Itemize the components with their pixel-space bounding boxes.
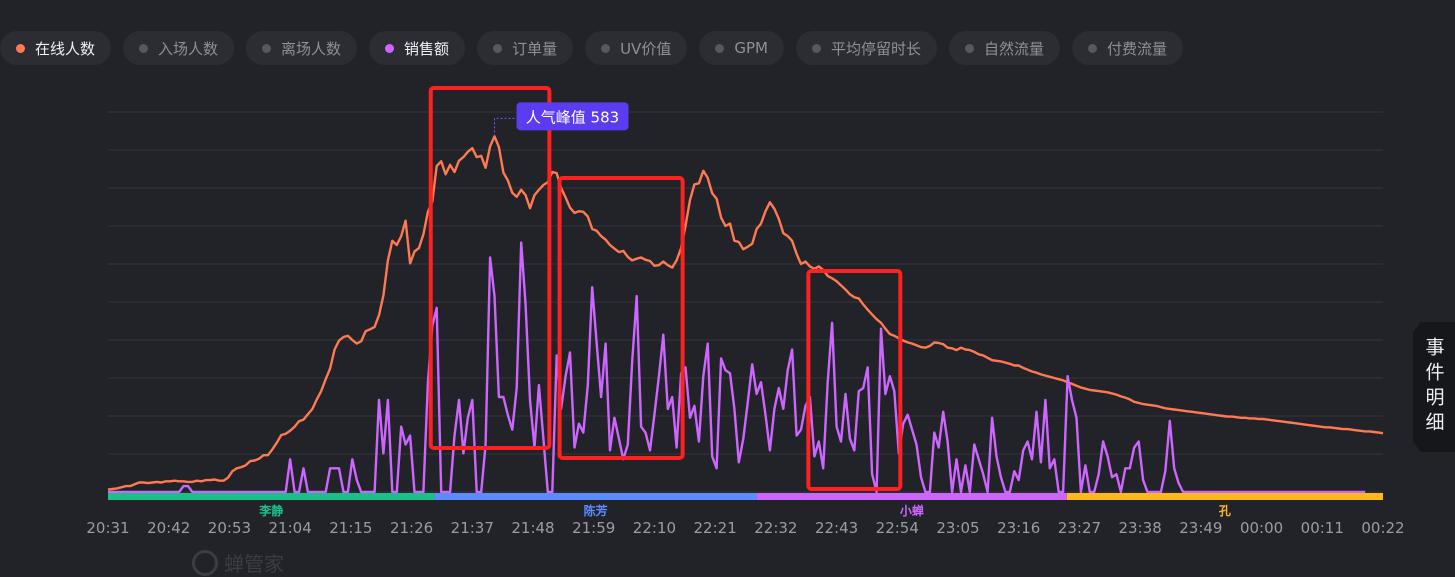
- anchor-segment-2: [756, 493, 1067, 500]
- legend-dot-icon: [811, 43, 821, 53]
- legend-dot-icon: [1087, 43, 1097, 53]
- anchor-name-1: 陈芳: [584, 503, 608, 518]
- highlight-box: [806, 269, 903, 491]
- legend-label: 自然流量: [983, 39, 1044, 58]
- legend-label: 付费流量: [1106, 39, 1167, 58]
- x-tick-label: 00:00: [1240, 519, 1283, 537]
- legend-dot-icon: [601, 43, 611, 53]
- legend-dot-icon: [16, 43, 25, 53]
- x-tick-label: 22:32: [754, 519, 797, 537]
- legend-chip-8[interactable]: 自然流量: [948, 31, 1060, 65]
- peak-label: 人气峰值 583: [526, 108, 619, 126]
- x-tick-label: 22:54: [876, 519, 919, 537]
- x-tick-label: 22:21: [694, 519, 737, 537]
- legend-dot-icon: [385, 43, 395, 53]
- metric-legend: 在线人数 入场人数 离场人数 销售额 订单量 UV价值 GPM 平均停留时长 自然流量 付费流量: [0, 30, 1183, 66]
- x-tick-label: 22:43: [815, 519, 858, 537]
- legend-chip-7[interactable]: 平均停留时长: [795, 31, 937, 65]
- legend-chip-5[interactable]: UV价值: [585, 31, 688, 65]
- x-tick-label: 23:05: [936, 519, 979, 537]
- watermark-text: 蝉管家: [224, 552, 284, 576]
- x-tick-label: 21:37: [451, 519, 494, 537]
- legend-label: 入场人数: [158, 39, 219, 58]
- legend-dot-icon: [964, 43, 974, 53]
- x-tick-label: 21:04: [269, 519, 312, 537]
- highlight-box: [557, 176, 685, 460]
- x-tick-label: 23:16: [997, 519, 1040, 537]
- legend-label: GPM: [734, 39, 768, 57]
- x-tick-label: 23:38: [1119, 519, 1162, 537]
- x-tick-label: 22:10: [633, 519, 676, 537]
- legend-chip-2[interactable]: 离场人数: [246, 31, 358, 65]
- peak-badge: [516, 102, 629, 131]
- legend-dot-icon: [493, 43, 503, 53]
- legend-chip-0[interactable]: 在线人数: [0, 31, 112, 65]
- legend-chip-3[interactable]: 销售额: [369, 31, 466, 65]
- legend-dot-icon: [715, 43, 725, 53]
- anchor-name-0: 李静: [258, 503, 283, 518]
- watermark-logo-icon: [192, 549, 218, 576]
- x-tick-label: 21:26: [390, 519, 433, 537]
- highlight-box: [428, 86, 552, 450]
- legend-label: 销售额: [404, 39, 450, 58]
- anchor-name-2: 小蝉: [900, 503, 924, 518]
- legend-chip-9[interactable]: 付费流量: [1071, 31, 1183, 65]
- x-tick-label: 00:11: [1301, 519, 1344, 537]
- legend-label: UV价值: [620, 39, 672, 58]
- legend-label: 平均停留时长: [830, 39, 921, 58]
- x-tick-label: 21:15: [329, 519, 372, 537]
- x-tick-label: 21:59: [572, 519, 615, 537]
- legend-chip-4[interactable]: 订单量: [477, 31, 574, 65]
- x-tick-label: 21:48: [511, 519, 554, 537]
- series-line-1: [108, 241, 1366, 494]
- anchor-name-3: 孔: [1219, 504, 1231, 518]
- x-tick-label: 20:31: [86, 519, 129, 537]
- legend-dot-icon: [262, 43, 272, 53]
- event-detail-tab[interactable]: 事件明细: [1413, 322, 1455, 452]
- legend-label: 订单量: [512, 39, 558, 58]
- x-tick-label: 20:53: [208, 519, 251, 537]
- x-tick-label: 00:22: [1361, 519, 1404, 537]
- x-tick-label: 23:49: [1179, 519, 1222, 537]
- legend-label: 在线人数: [35, 39, 96, 58]
- peak-leader: [493, 117, 517, 137]
- legend-chip-6[interactable]: GPM: [699, 31, 784, 65]
- series-line-0: [107, 135, 1384, 491]
- x-tick-label: 23:27: [1058, 519, 1101, 537]
- anchor-segment-0: [108, 493, 435, 500]
- anchor-segment-3: [1066, 493, 1383, 500]
- watermark: 蝉管家: [192, 548, 284, 577]
- x-tick-label: 20:42: [147, 519, 190, 537]
- legend-dot-icon: [139, 43, 149, 53]
- legend-label: 离场人数: [281, 39, 342, 58]
- legend-chip-1[interactable]: 入场人数: [123, 31, 235, 65]
- anchor-segment-1: [434, 493, 757, 500]
